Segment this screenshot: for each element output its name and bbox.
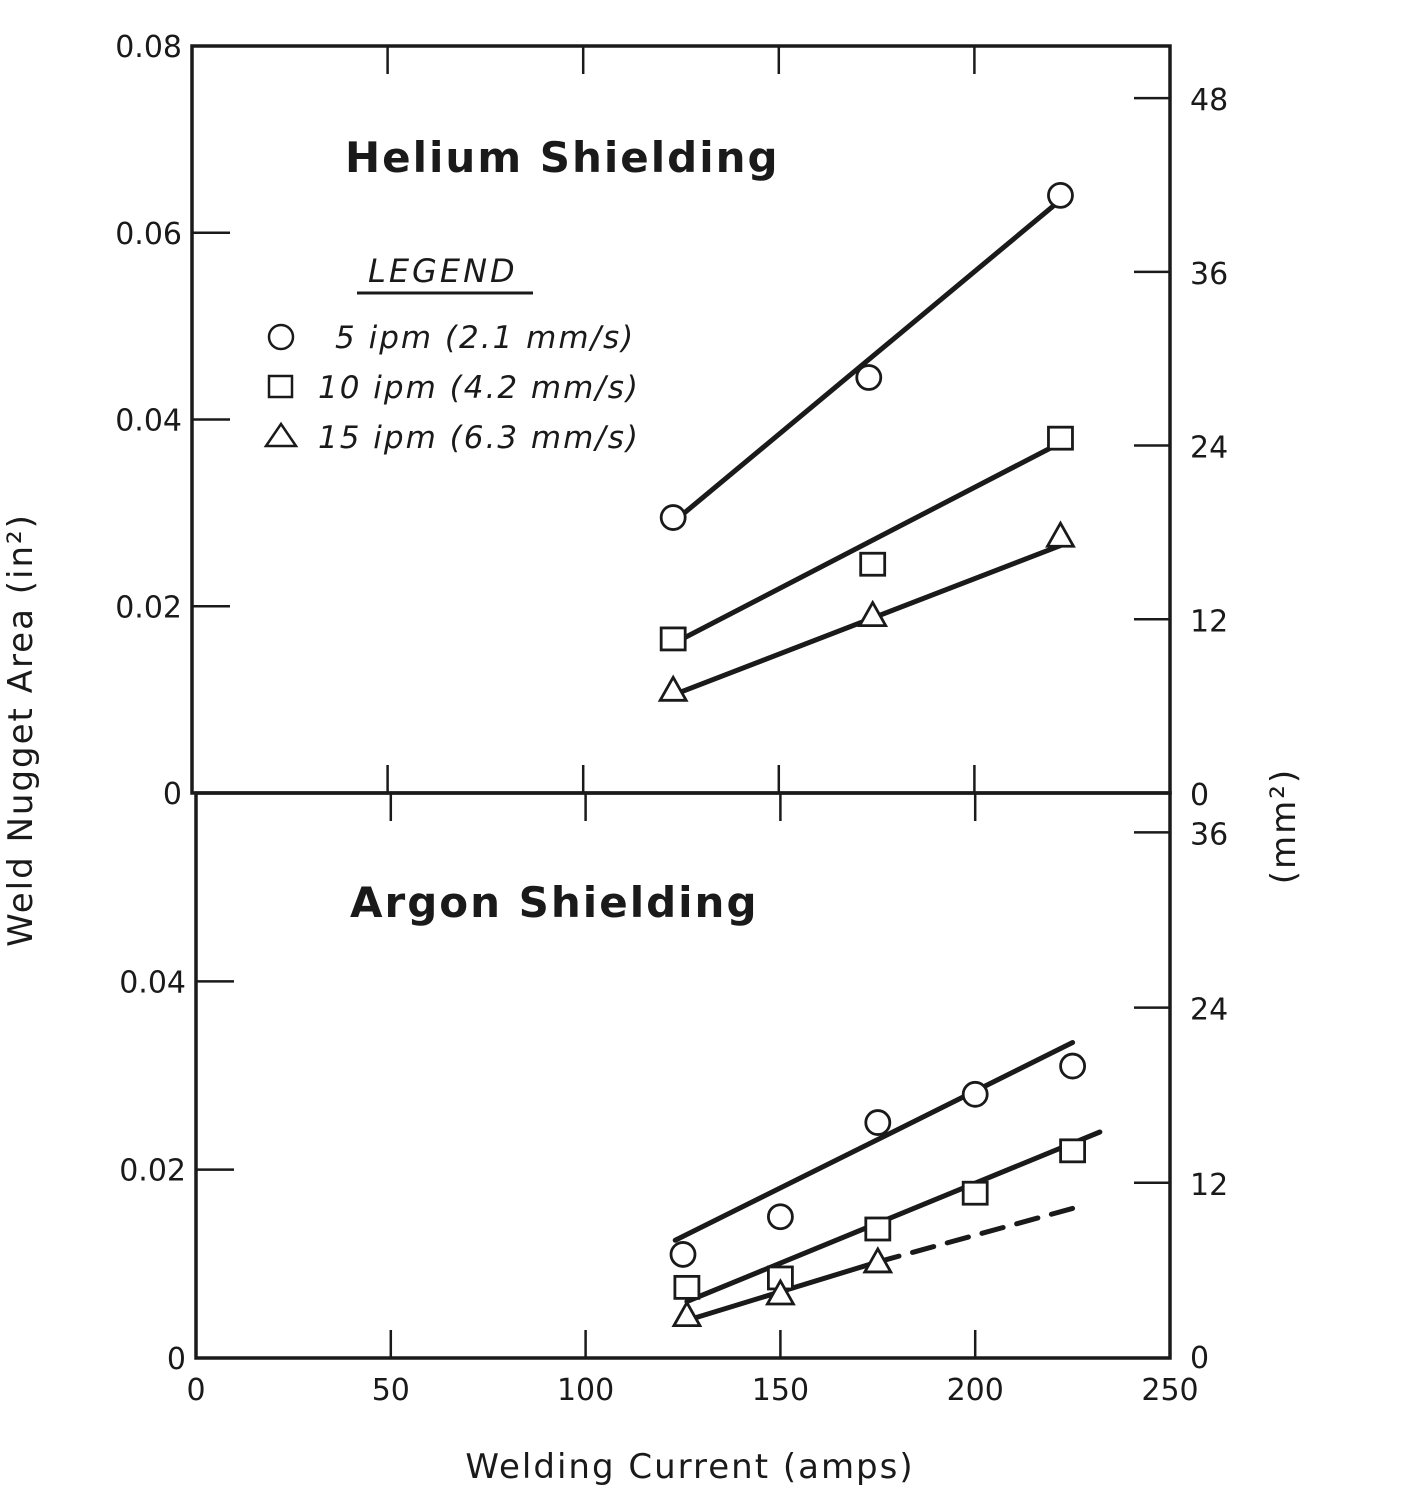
y-tick-label-left: 0 [167,1342,186,1377]
y-tick-label-left: 0.06 [115,217,182,252]
data-point-triangle [857,599,889,627]
legend-square-icon [267,374,294,399]
x-tick-label: 100 [557,1373,614,1408]
x-axis-title: Welding Current (amps) [465,1447,914,1485]
legend-title: LEGEND [368,252,518,290]
legend-entry-15ipm: 15 ipm (6.3 mm/s) [318,420,640,456]
y-tick-label-right: 36 [1190,817,1228,852]
axis-ticks [192,46,1170,1358]
y-tick-label-right: 48 [1190,83,1228,118]
legend-triangle-icon [263,421,299,448]
data-point-square [961,1180,989,1206]
y-tick-label-right: 0 [1190,778,1209,813]
panel-title-argon: Argon Shielding [350,878,759,927]
y-tick-label-left: 0.02 [115,590,182,625]
data-point-circle [767,1203,794,1231]
y-tick-label-left: 0.04 [115,404,182,439]
data-point-circle [1059,1052,1086,1080]
y-tick-label-left: 0 [163,777,182,812]
panel-title-helium: Helium Shielding [345,133,780,182]
data-point-triangle [765,1278,796,1306]
y-tick-label-right: 24 [1190,993,1228,1028]
x-tick-label: 0 [186,1373,205,1408]
y-tick-label-right: 0 [1190,1341,1209,1376]
data-point-circle [855,364,883,391]
data-point-circle [961,1080,989,1108]
data-point-triangle [862,1246,894,1274]
data-point-square [1047,425,1074,451]
y-tick-label-left: 0.08 [115,30,182,65]
fit-line-helium [670,440,1063,647]
data-point-triangle [657,674,689,702]
y-tick-label-right: 24 [1190,431,1228,466]
fit-line-argon [672,1040,1076,1243]
fit-line-argon [684,1129,1103,1304]
plot-frame-argon [194,791,1172,1360]
y-tick-label-left: 0.04 [119,965,186,1000]
data-point-square [864,1216,892,1242]
data-points [657,181,1086,1328]
y-tick-label-left: 0.02 [119,1154,186,1189]
dashed-fit-line-argon [875,1204,1079,1265]
data-point-square [673,1274,701,1300]
x-tick-label: 200 [947,1373,1004,1408]
legend-entry-10ipm: 10 ipm (4.2 mm/s) [318,370,640,406]
y-tick-label-right: 12 [1190,604,1228,639]
legend-circle-icon [267,323,295,351]
data-point-circle [669,1241,697,1268]
y-tick-label-right: 36 [1190,257,1228,292]
data-point-circle [864,1109,892,1136]
fit-lines [670,197,1103,1323]
data-point-square [859,551,887,577]
data-point-square [1059,1138,1086,1164]
data-point-circle [1047,181,1074,209]
y-tick-label-right: 12 [1190,1168,1228,1203]
tick-labels: 0 0.02 0.04 0.06 0.08 0 12 24 36 48 0 50 100 150 200 25… [115,30,1228,1408]
data-point-circle [659,504,687,531]
x-tick-label: 150 [752,1373,809,1408]
y-axis-title-right: (mm²) [1264,768,1304,884]
y-axis-title-left: Weld Nugget Area (in²) [1,513,41,947]
legend-entry-5ipm: 5 ipm (2.1 mm/s) [335,320,635,356]
data-point-square [659,626,687,652]
legend: LEGEND 5 ipm (2.1 mm/s) 10 ipm (4.2 mm/s… [263,252,640,456]
data-point-triangle [1045,520,1076,548]
x-tick-label: 250 [1141,1373,1198,1408]
data-point-triangle [671,1299,703,1328]
fit-line-helium [670,197,1063,525]
x-tick-label: 50 [372,1373,410,1408]
